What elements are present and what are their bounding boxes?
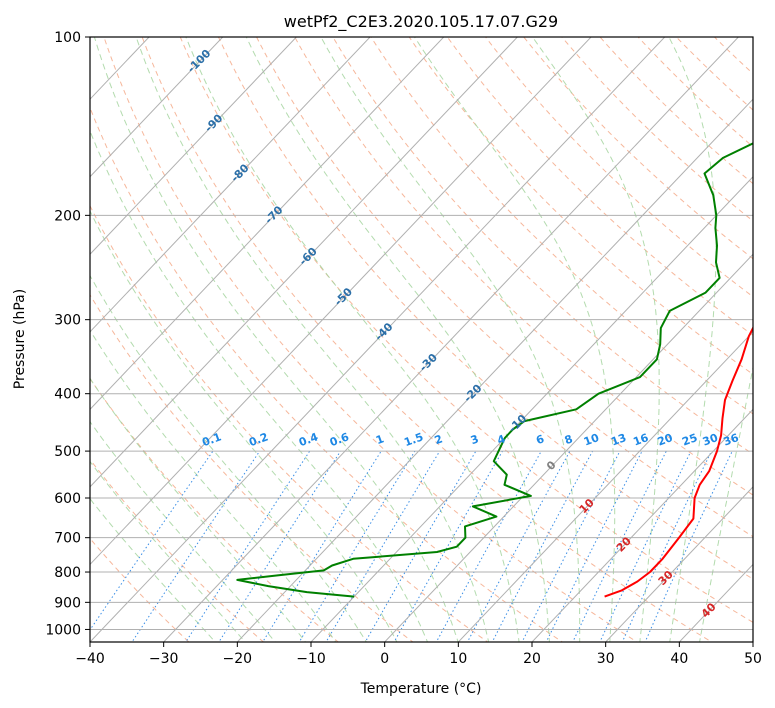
dry-adiabat-line — [179, 37, 753, 623]
mixing-ratio-line — [621, 450, 712, 642]
y-tick-label: 700 — [54, 531, 81, 547]
pressure-gridlines — [90, 37, 753, 630]
isotherm-line — [90, 37, 592, 566]
dry-adiabat-line — [370, 37, 753, 415]
dry-adiabat-line — [90, 537, 190, 642]
dry-adiabat-line — [408, 37, 753, 375]
mixing-ratio-label: 1.5 — [402, 430, 425, 449]
isotherms — [90, 37, 753, 642]
isotherm-line — [90, 37, 666, 642]
mixing-ratio-label: 36 — [722, 431, 741, 449]
x-tick-label: 0 — [380, 651, 389, 667]
moist-adiabat-line — [245, 37, 550, 642]
isotherm-line — [310, 176, 753, 642]
mixing-ratio-line — [572, 450, 667, 642]
moist-adiabat-line — [320, 37, 581, 642]
mixing-ratio-label: 16 — [631, 431, 650, 449]
mixing-ratio-label: 10 — [582, 431, 601, 449]
dry-adiabat-line — [599, 37, 753, 185]
mixing-ratio-label: 4 — [495, 432, 507, 447]
mixing-ratio-label: 30 — [701, 431, 720, 449]
mixing-ratio-label: 25 — [680, 431, 699, 448]
x-tick-label: −40 — [75, 651, 105, 667]
mixing-ratio-label: 20 — [656, 431, 675, 449]
moist-adiabat-line — [668, 37, 717, 642]
mixing-ratio-label: 3 — [469, 432, 481, 447]
isotherm-line — [457, 331, 753, 642]
isotherm-line — [90, 37, 371, 333]
mixing-ratio-label: 0.4 — [297, 430, 320, 449]
moist-adiabat-line — [90, 420, 276, 642]
mixing-ratio-line — [131, 450, 261, 642]
mixing-ratio-label: 0.1 — [200, 430, 223, 449]
x-tick-label: 20 — [523, 651, 541, 667]
dry-adiabats — [90, 37, 753, 642]
mixing-ratio-label: 6 — [534, 432, 546, 447]
mixing-ratio-line — [393, 450, 503, 642]
mixing-ratio-lines — [90, 450, 733, 642]
mixing-ratio-line — [599, 450, 692, 642]
isotherm-line — [383, 253, 753, 642]
mixing-ratio-line — [435, 450, 542, 642]
x-tick-label: 10 — [449, 651, 467, 667]
isotherm-line — [90, 37, 298, 256]
isotherm-line — [604, 486, 753, 642]
axes: −40 −30 −20 −10 0 10 20 30 40 5010020030040050060… — [45, 30, 762, 667]
x-tick-label: −30 — [149, 651, 179, 667]
dry-adiabat-line — [90, 106, 564, 642]
mixing-ratio-label: 0.6 — [328, 430, 351, 449]
mixing-ratio-line — [325, 450, 441, 642]
y-tick-label: 800 — [54, 565, 81, 581]
mixing-ratio-line — [185, 450, 311, 642]
y-tick-label: 400 — [54, 387, 81, 403]
mixing-ratio-line — [545, 450, 643, 642]
y-tick-label: 200 — [54, 208, 81, 224]
mixing-ratio-line — [218, 450, 341, 642]
moist-adiabat-line — [414, 37, 616, 642]
mixing-ratio-line — [364, 450, 477, 642]
chart-title: wetPf2_C2E3.2020.105.17.07.G29 — [284, 12, 558, 32]
temperature-profile — [604, 325, 753, 598]
mixing-ratio-label: 8 — [563, 432, 575, 447]
mixing-ratio-line — [298, 450, 416, 642]
x-tick-label: 30 — [597, 651, 615, 667]
y-tick-label: 500 — [54, 444, 81, 460]
dry-adiabat-line — [561, 37, 753, 222]
mixing-ratio-label: 0.2 — [247, 430, 270, 449]
mixing-ratio-label: 2 — [433, 432, 445, 447]
y-axis-label: Pressure (hPa) — [12, 289, 28, 389]
dry-adiabat-line — [90, 204, 489, 642]
x-tick-label: 40 — [670, 651, 688, 667]
plot-area — [90, 37, 753, 642]
sounding-profiles — [236, 142, 753, 598]
x-tick-label: −20 — [223, 651, 253, 667]
y-tick-label: 100 — [54, 30, 81, 46]
isotherm-line — [90, 37, 224, 178]
isotherm-line — [531, 408, 753, 642]
y-tick-label: 1000 — [45, 622, 81, 638]
dry-adiabat-line — [90, 293, 414, 642]
moist-adiabat-line — [135, 37, 490, 642]
dry-adiabat-line — [90, 458, 265, 642]
mixing-ratio-label: 13 — [609, 431, 628, 448]
dry-adiabat-line — [141, 37, 713, 642]
x-tick-label: −10 — [296, 651, 326, 667]
isotherm-line — [90, 37, 445, 411]
y-tick-label: 900 — [54, 595, 81, 611]
dewpoint-profile — [236, 142, 753, 598]
isotherm-line — [162, 37, 740, 642]
moist-adiabat-line — [532, 37, 660, 642]
y-tick-label: 300 — [54, 313, 81, 329]
mixing-ratio-label: 1 — [374, 432, 386, 447]
moist-adiabat-line — [699, 365, 753, 642]
y-tick-label: 600 — [54, 491, 81, 507]
isotherm-line — [90, 37, 519, 488]
x-axis-label: Temperature (°C) — [360, 681, 482, 697]
plot-frame — [89, 36, 754, 643]
mixing-ratio-line — [90, 450, 214, 631]
x-tick-label: 50 — [744, 651, 762, 667]
mixing-ratio-line — [644, 450, 733, 642]
isotherm-line — [236, 98, 753, 642]
